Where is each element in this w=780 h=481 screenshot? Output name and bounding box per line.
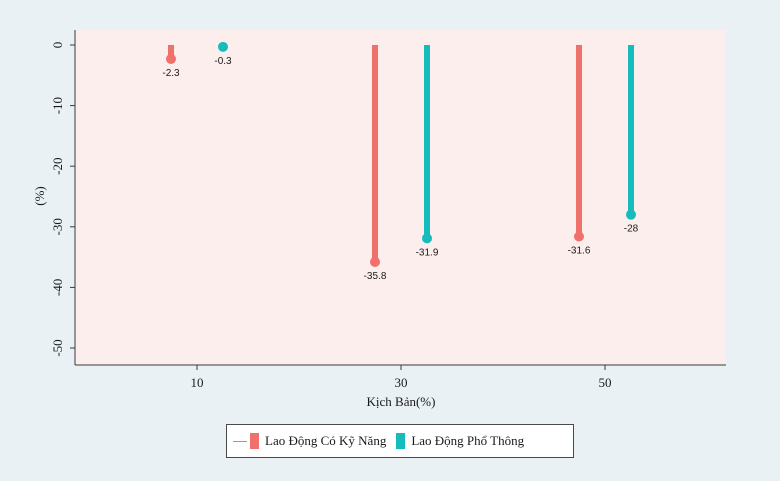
y-tick-label: -50: [50, 339, 65, 356]
y-axis-title: (%): [32, 186, 47, 206]
legend-item-unskilled: Lao Động Phổ Thông: [396, 433, 524, 449]
x-axis-title: Kịch Bản(%): [367, 394, 436, 409]
bar-end-point: [626, 209, 636, 220]
legend-label-unskilled: Lao Động Phổ Thông: [411, 433, 525, 448]
legend-swatch-unskilled: [396, 433, 406, 449]
y-tick-label: 0: [50, 42, 65, 49]
bar-end-point: [422, 233, 432, 244]
x-tick-label: 50: [599, 375, 612, 390]
x-tick-label: 30: [395, 375, 408, 390]
data-marks: -2.3 -35.8 -31.6 -0.3 -31.9 -28: [162, 41, 639, 282]
bar: [168, 45, 174, 59]
legend-swatch-skilled: [250, 433, 259, 449]
data-label: -35.8: [364, 271, 387, 282]
plot-area: [75, 30, 726, 365]
bar-end-point: [370, 256, 380, 267]
x-axis: 10 30 50: [75, 364, 726, 390]
bar: [628, 45, 634, 215]
bar-end-point: [166, 53, 176, 64]
y-tick-label: -10: [50, 97, 65, 114]
data-label: -28: [624, 224, 639, 235]
bar-end-point: [574, 231, 584, 242]
bar: [424, 45, 430, 239]
legend: Lao Động Có Kỹ Năng Lao Động Phổ Thông: [226, 424, 574, 458]
data-label: -31.9: [416, 247, 439, 258]
y-tick-label: -30: [50, 218, 65, 235]
y-tick-label: -40: [50, 279, 65, 296]
y-tick-label: -20: [50, 158, 65, 175]
x-tick-label: 10: [191, 375, 204, 390]
legend-item-skilled: Lao Động Có Kỹ Năng: [227, 433, 386, 449]
y-axis: 0 -10 -20 -30 -40 -50: [50, 30, 76, 365]
data-label: -2.3: [162, 68, 180, 79]
legend-label-skilled: Lao Động Có Kỹ Năng: [265, 433, 387, 448]
data-label: -0.3: [214, 56, 232, 67]
bar: [372, 45, 378, 262]
bar: [576, 45, 582, 237]
data-label: -31.6: [568, 245, 591, 256]
legend-line-icon: [233, 440, 247, 442]
bar-end-point: [218, 41, 228, 52]
